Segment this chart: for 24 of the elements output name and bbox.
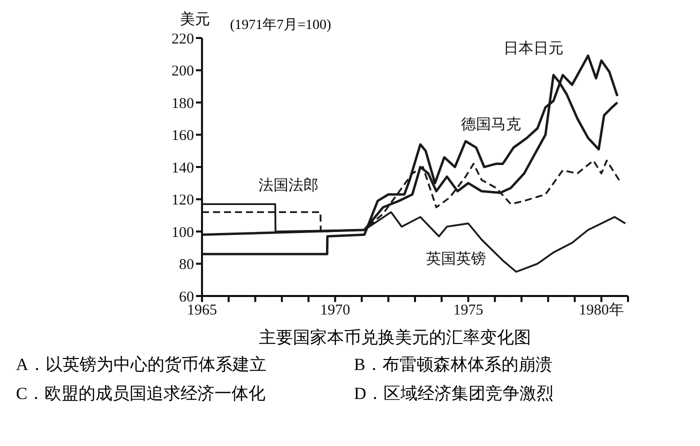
y-tick-label: 180: [172, 96, 194, 112]
text: C．欧盟的成员国追求经济一体化: [16, 383, 266, 405]
chart-subtitle: (1971年7月=100): [230, 16, 332, 34]
annotation: 德国马克: [460, 116, 521, 133]
y-tick-label: 140: [172, 160, 194, 176]
y-axis-title: 美元: [180, 10, 210, 29]
annotation: 法国法郎: [258, 177, 318, 194]
y-tick-label: 100: [172, 224, 194, 241]
x-tick-label: 1975: [453, 302, 484, 319]
x-tick-label: 1970: [320, 302, 350, 319]
y-tick-label: 80: [179, 257, 194, 274]
text: 主要国家本币兑换美元的汇率变化图: [258, 327, 532, 349]
annotation: 英国英镑: [426, 250, 486, 268]
y-tick-label: 220: [172, 31, 194, 48]
y-tick-label: 160: [172, 128, 194, 144]
text: D．区域经济集团竞争激烈: [354, 383, 554, 405]
text: B．布雷顿森林体系的崩溃: [354, 354, 554, 376]
y-tick-label: 60: [179, 289, 194, 306]
x-tick-label: 1965: [187, 302, 217, 319]
y-tick-label: 120: [172, 192, 194, 209]
annotation: 日本日元: [503, 40, 564, 58]
y-tick-label: 200: [172, 64, 194, 80]
x-tick-label: 1980年: [578, 302, 624, 319]
text: A．以英镑为中心的货币体系建立: [16, 354, 268, 376]
